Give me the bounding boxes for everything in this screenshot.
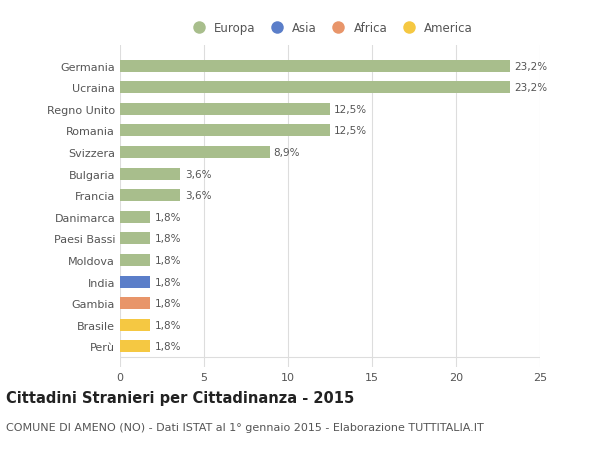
Bar xyxy=(120,61,510,73)
Text: 12,5%: 12,5% xyxy=(334,105,367,115)
Bar xyxy=(120,82,510,94)
Text: 12,5%: 12,5% xyxy=(334,126,367,136)
Text: 1,8%: 1,8% xyxy=(154,256,181,265)
Bar xyxy=(120,341,150,353)
Text: 1,8%: 1,8% xyxy=(154,341,181,352)
Bar xyxy=(120,125,330,137)
Text: 3,6%: 3,6% xyxy=(185,169,211,179)
Text: 1,8%: 1,8% xyxy=(154,298,181,308)
Bar xyxy=(120,104,330,116)
Bar xyxy=(120,297,150,309)
Text: 1,8%: 1,8% xyxy=(154,213,181,222)
Text: 23,2%: 23,2% xyxy=(514,83,547,93)
Bar xyxy=(120,168,181,180)
Bar xyxy=(120,233,150,245)
Text: Cittadini Stranieri per Cittadinanza - 2015: Cittadini Stranieri per Cittadinanza - 2… xyxy=(6,390,354,405)
Text: 8,9%: 8,9% xyxy=(274,148,300,157)
Text: 23,2%: 23,2% xyxy=(514,62,547,72)
Bar xyxy=(120,319,150,331)
Legend: Europa, Asia, Africa, America: Europa, Asia, Africa, America xyxy=(185,20,475,37)
Bar xyxy=(120,190,181,202)
Bar xyxy=(120,212,150,223)
Text: 1,8%: 1,8% xyxy=(154,277,181,287)
Text: 3,6%: 3,6% xyxy=(185,191,211,201)
Text: COMUNE DI AMENO (NO) - Dati ISTAT al 1° gennaio 2015 - Elaborazione TUTTITALIA.I: COMUNE DI AMENO (NO) - Dati ISTAT al 1° … xyxy=(6,422,484,432)
Bar xyxy=(120,276,150,288)
Text: 1,8%: 1,8% xyxy=(154,234,181,244)
Bar xyxy=(120,147,269,159)
Bar xyxy=(120,254,150,266)
Text: 1,8%: 1,8% xyxy=(154,320,181,330)
